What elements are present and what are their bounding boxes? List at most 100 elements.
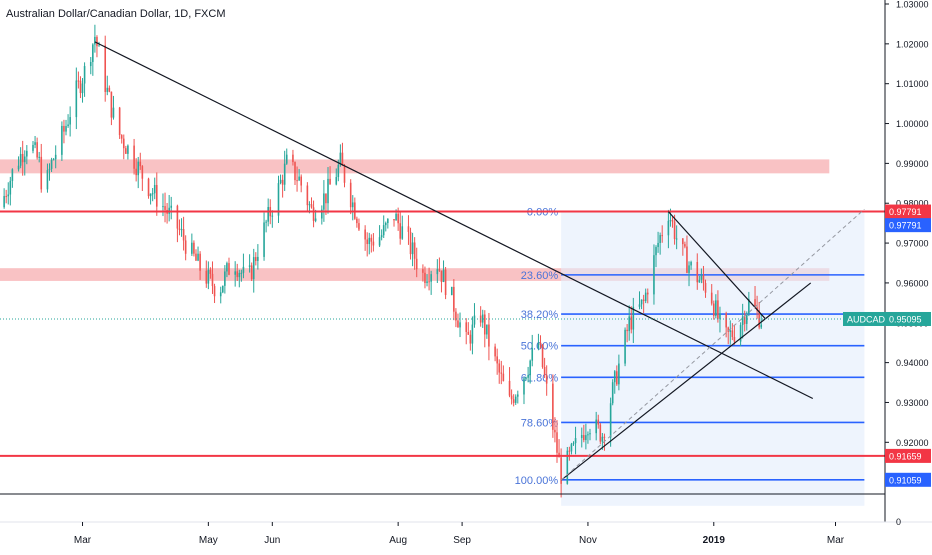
- candle[interactable]: [428, 267, 430, 291]
- candle[interactable]: [502, 365, 505, 382]
- candle[interactable]: [149, 193, 152, 205]
- candle[interactable]: [180, 218, 183, 237]
- candle[interactable]: [248, 254, 251, 273]
- candle[interactable]: [3, 188, 5, 209]
- candle[interactable]: [139, 152, 142, 170]
- candle[interactable]: [688, 261, 690, 287]
- candle[interactable]: [653, 244, 655, 305]
- candle[interactable]: [164, 192, 166, 223]
- candle[interactable]: [184, 235, 187, 261]
- candle[interactable]: [46, 163, 49, 193]
- candle[interactable]: [609, 397, 612, 447]
- candle[interactable]: [704, 279, 707, 298]
- candle[interactable]: [89, 56, 92, 75]
- candle[interactable]: [717, 290, 719, 323]
- candle[interactable]: [574, 426, 577, 455]
- candle[interactable]: [554, 417, 556, 443]
- candle[interactable]: [11, 168, 14, 188]
- candle[interactable]: [106, 75, 109, 96]
- candle[interactable]: [312, 200, 315, 228]
- candle[interactable]: [494, 343, 496, 362]
- candle[interactable]: [36, 137, 38, 160]
- candle[interactable]: [646, 288, 649, 304]
- candle[interactable]: [127, 144, 129, 160]
- candle[interactable]: [531, 334, 534, 367]
- candle[interactable]: [135, 158, 137, 182]
- trendline[interactable]: [560, 282, 812, 481]
- candle[interactable]: [26, 145, 28, 165]
- candle[interactable]: [657, 231, 659, 253]
- candle[interactable]: [545, 365, 548, 396]
- candle[interactable]: [323, 180, 325, 222]
- candle[interactable]: [356, 216, 358, 228]
- candle[interactable]: [242, 253, 245, 279]
- candle[interactable]: [372, 233, 375, 252]
- candle[interactable]: [659, 232, 661, 255]
- candle[interactable]: [19, 147, 22, 169]
- candle[interactable]: [702, 265, 705, 291]
- candle[interactable]: [162, 193, 164, 217]
- candle[interactable]: [178, 219, 181, 236]
- candle[interactable]: [407, 215, 410, 245]
- candle[interactable]: [104, 35, 107, 102]
- candle[interactable]: [696, 253, 699, 290]
- candle[interactable]: [265, 219, 267, 233]
- candle[interactable]: [525, 376, 527, 381]
- candle[interactable]: [710, 284, 713, 306]
- candle[interactable]: [17, 156, 20, 172]
- candle[interactable]: [599, 422, 602, 445]
- candle[interactable]: [52, 158, 55, 161]
- candle[interactable]: [83, 62, 86, 97]
- candle[interactable]: [611, 379, 614, 406]
- candle[interactable]: [199, 251, 201, 280]
- candle[interactable]: [271, 210, 274, 228]
- candle[interactable]: [382, 215, 385, 239]
- candle[interactable]: [523, 376, 525, 405]
- candle[interactable]: [512, 394, 515, 407]
- candle[interactable]: [632, 297, 635, 344]
- candle[interactable]: [364, 225, 366, 251]
- candle[interactable]: [354, 197, 356, 220]
- candle[interactable]: [583, 424, 585, 443]
- candle[interactable]: [543, 357, 546, 378]
- candle[interactable]: [329, 166, 331, 185]
- trendline[interactable]: [94, 41, 814, 400]
- candle[interactable]: [366, 232, 369, 257]
- candle[interactable]: [21, 140, 24, 176]
- candle[interactable]: [38, 151, 40, 163]
- candle[interactable]: [671, 216, 674, 228]
- candle[interactable]: [450, 286, 453, 296]
- candle[interactable]: [514, 394, 517, 405]
- candle[interactable]: [552, 374, 554, 438]
- candle[interactable]: [459, 312, 461, 338]
- candle[interactable]: [422, 264, 424, 282]
- candle[interactable]: [96, 35, 98, 58]
- candle[interactable]: [442, 260, 445, 283]
- candle[interactable]: [63, 119, 65, 144]
- candle[interactable]: [597, 414, 600, 429]
- candle[interactable]: [193, 240, 195, 257]
- candle[interactable]: [226, 261, 228, 278]
- candle[interactable]: [236, 263, 239, 281]
- candle[interactable]: [690, 260, 692, 270]
- candle[interactable]: [191, 233, 193, 256]
- candle[interactable]: [595, 411, 597, 441]
- candle[interactable]: [640, 299, 643, 310]
- candle[interactable]: [616, 365, 618, 386]
- candle[interactable]: [471, 316, 474, 355]
- candle[interactable]: [108, 85, 111, 93]
- candle[interactable]: [335, 168, 338, 186]
- dashed-trendline[interactable]: [560, 208, 865, 481]
- candle[interactable]: [642, 294, 645, 313]
- candle[interactable]: [285, 148, 288, 165]
- candle[interactable]: [263, 212, 265, 261]
- candle[interactable]: [213, 283, 216, 304]
- candle[interactable]: [624, 327, 626, 367]
- candle[interactable]: [743, 310, 746, 332]
- candle[interactable]: [343, 163, 346, 188]
- candle[interactable]: [153, 177, 156, 200]
- candle[interactable]: [155, 172, 158, 216]
- candle[interactable]: [673, 214, 676, 245]
- candle[interactable]: [296, 166, 298, 192]
- candle[interactable]: [424, 266, 426, 289]
